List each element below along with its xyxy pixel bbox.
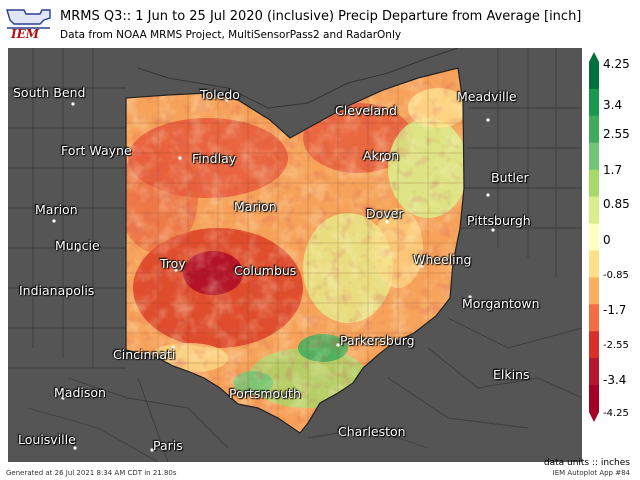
city-label-morgantown: Morgantown [462, 296, 540, 311]
legend-label: -2.55 [603, 340, 629, 351]
city-label-indianapolis: Indianapolis [19, 283, 95, 298]
app-credit: IEM Autoplot App #84 [552, 469, 630, 477]
city-label-toledo: Toledo [200, 87, 240, 102]
city-label-south-bend: South Bend [13, 85, 86, 100]
map-subtitle: Data from NOAA MRMS Project, MultiSensor… [60, 29, 402, 41]
precip-map [8, 48, 582, 462]
city-label-madison: Madison [54, 385, 106, 400]
city-label-muncie: Muncie [55, 238, 100, 253]
city-label-elkins: Elkins [493, 367, 530, 382]
logo-text: IEM [11, 27, 40, 41]
map-title: MRMS Q3:: 1 Jun to 25 Jul 2020 (inclusiv… [60, 9, 582, 24]
colorbar-swatch [589, 358, 599, 386]
city-label-louisville: Louisville [18, 432, 76, 447]
colorbar-swatch [589, 304, 599, 332]
legend-label: 4.25 [603, 57, 630, 71]
city-label-butler: Butler [491, 170, 529, 185]
city-label-pittsburgh: Pittsburgh [467, 213, 531, 228]
colorbar-swatch [589, 385, 599, 413]
legend-label: 0 [603, 233, 611, 247]
city-label-fort-wayne: Fort Wayne [61, 143, 132, 158]
colorbar-swatch [589, 277, 599, 305]
legend-label: 0.85 [603, 197, 630, 211]
legend-label: -4.25 [603, 408, 629, 419]
colorbar-swatch [589, 196, 599, 225]
city-label-cleveland: Cleveland [335, 103, 397, 118]
city-label-wheeling: Wheeling [413, 252, 472, 267]
colorbar-swatch [589, 142, 599, 171]
city-label-columbus: Columbus [234, 263, 297, 278]
colorbar-swatch [589, 115, 599, 144]
units-label: data units :: inches [543, 458, 630, 468]
city-label-marion-oh: Marion [234, 199, 277, 214]
colorbar-swatch [589, 331, 599, 359]
legend-label: -0.85 [603, 270, 629, 281]
legend-label: 2.55 [603, 127, 630, 141]
legend-label: 1.7 [603, 163, 623, 177]
colorbar-bottom-arrow [589, 412, 599, 422]
colorbar-swatch [589, 223, 599, 251]
legend-label: -3.4 [603, 373, 627, 387]
city-label-paris: Paris [153, 438, 183, 453]
city-label-akron: Akron [363, 148, 400, 163]
colorbar-swatch [589, 62, 599, 90]
legend-label: 3.4 [603, 98, 623, 112]
city-label-findlay: Findlay [192, 151, 237, 166]
city-label-marion-in: Marion [35, 202, 78, 217]
colorbar-top-arrow [589, 52, 599, 62]
city-label-charleston: Charleston [338, 424, 406, 439]
iem-logo: IEM [4, 4, 54, 42]
colorbar-swatch [589, 250, 599, 278]
city-label-troy: Troy [160, 256, 186, 271]
city-label-portsmouth: Portsmouth [229, 386, 301, 401]
colorbar-swatch [589, 88, 599, 117]
city-label-dover: Dover [366, 206, 404, 221]
colorbar-swatch [589, 169, 599, 198]
generated-timestamp: Generated at 26 Jul 2021 8:34 AM CDT in … [6, 469, 177, 477]
legend-label: -1.7 [603, 303, 627, 317]
city-label-meadville: Meadville [457, 89, 517, 104]
city-label-cincinnati: Cincinnati [113, 347, 176, 362]
city-label-parkersburg: Parkersburg [340, 333, 415, 348]
legend-colorbar [589, 52, 599, 422]
